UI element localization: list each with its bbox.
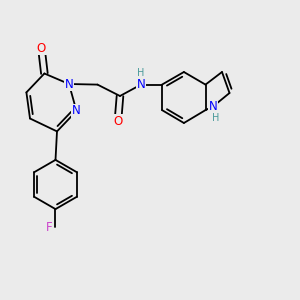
Text: N: N	[64, 77, 74, 91]
Text: O: O	[37, 41, 46, 55]
Text: F: F	[46, 220, 52, 234]
Text: N: N	[136, 78, 146, 91]
Text: H: H	[212, 113, 220, 123]
Text: N: N	[208, 100, 217, 113]
Text: N: N	[72, 104, 81, 118]
Text: O: O	[113, 115, 122, 128]
Text: H: H	[137, 68, 145, 78]
